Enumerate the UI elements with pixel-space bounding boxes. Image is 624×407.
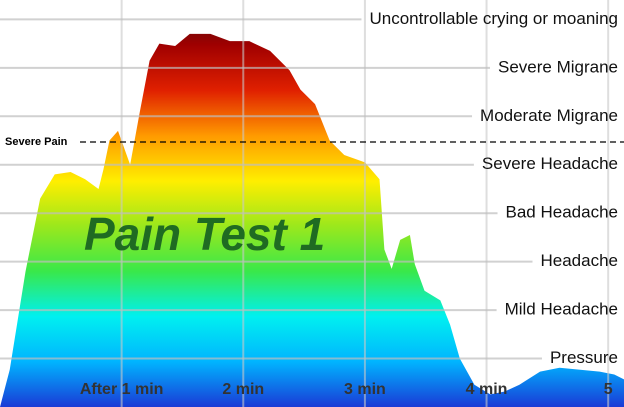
x-tick-label: 5	[604, 381, 613, 398]
y-tick-label: Bad Headache	[506, 203, 618, 222]
y-tick-label: Moderate Migrane	[480, 106, 618, 125]
x-tick-label: 2 min	[222, 381, 264, 398]
y-tick-label: Headache	[540, 251, 618, 270]
y-tick-label: Mild Headache	[505, 300, 618, 319]
chart-title: Pain Test 1	[84, 208, 325, 260]
y-tick-label: Uncontrollable crying or moaning	[369, 9, 618, 28]
y-tick-label: Pressure	[550, 348, 618, 367]
y-tick-label: Severe Headache	[482, 154, 618, 173]
y-tick-label: Severe Migrane	[498, 57, 618, 76]
x-tick-label: 4 min	[466, 381, 508, 398]
area	[0, 33, 624, 407]
reference-label: Severe Pain	[5, 136, 68, 148]
x-tick-label: After 1 min	[80, 381, 164, 398]
x-tick-label: 3 min	[344, 381, 386, 398]
